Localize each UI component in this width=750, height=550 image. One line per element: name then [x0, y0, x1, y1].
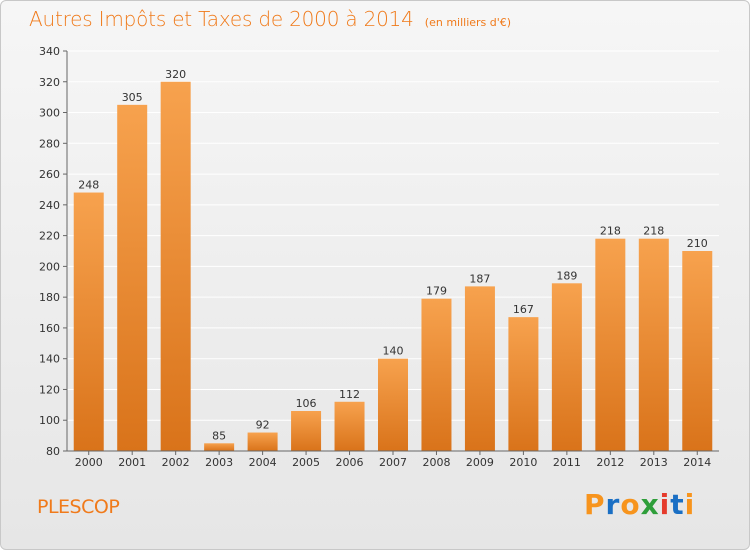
unit-label: (en milliers d'€) [424, 16, 512, 29]
chart-title: Autres Impôts et Taxes de 2000 à 2014 (e… [29, 7, 511, 31]
logo-letter: o [620, 488, 641, 521]
value-label: 179 [426, 285, 447, 298]
value-label: 112 [339, 388, 360, 401]
y-tick-label: 280 [39, 137, 60, 150]
x-tick-label: 2012 [596, 456, 624, 469]
logo-letter: i [659, 488, 671, 521]
y-tick-label: 80 [46, 445, 60, 458]
bar-2010 [508, 317, 539, 451]
y-tick-label: 220 [39, 230, 60, 243]
value-label: 167 [513, 303, 534, 316]
value-label: 320 [165, 68, 186, 81]
logo-letter: t [670, 488, 685, 521]
value-label: 218 [643, 225, 664, 238]
y-tick-label: 140 [39, 353, 60, 366]
y-tick-label: 300 [39, 107, 60, 120]
value-label: 189 [556, 269, 577, 282]
bar-2007 [378, 358, 408, 451]
bar-2004 [247, 432, 278, 451]
bar-2002 [160, 81, 191, 452]
x-tick-label: 2000 [75, 456, 103, 469]
value-label: 248 [78, 179, 99, 192]
bar-2006 [334, 401, 365, 451]
bar-2013 [638, 238, 669, 451]
x-tick-label: 2009 [466, 456, 494, 469]
x-tick-label: 2001 [118, 456, 146, 469]
value-label: 210 [687, 237, 708, 250]
x-tick-label: 2007 [379, 456, 407, 469]
logo-letter: i [684, 488, 696, 521]
y-tick-label: 180 [39, 291, 60, 304]
y-tick-label: 260 [39, 168, 60, 181]
proxiti-logo: Proxiti [584, 488, 695, 521]
y-tick-label: 160 [39, 322, 60, 335]
value-label: 140 [383, 345, 404, 358]
bar-2011 [551, 283, 582, 451]
x-tick-label: 2006 [336, 456, 364, 469]
y-tick-label: 100 [39, 414, 60, 427]
value-label: 92 [256, 419, 270, 432]
value-label: 305 [122, 91, 143, 104]
x-tick-label: 2005 [292, 456, 320, 469]
y-tick-label: 340 [39, 45, 60, 58]
x-tick-label: 2013 [640, 456, 668, 469]
value-label: 106 [296, 397, 317, 410]
x-tick-label: 2003 [205, 456, 233, 469]
y-tick-label: 240 [39, 199, 60, 212]
y-tick-label: 320 [39, 76, 60, 89]
bar-2005 [291, 411, 322, 451]
logo-letter: r [605, 488, 621, 521]
bar-2009 [464, 286, 495, 451]
x-tick-label: 2002 [162, 456, 190, 469]
x-tick-label: 2014 [683, 456, 711, 469]
bar-2001 [117, 104, 148, 451]
value-label: 187 [469, 272, 490, 285]
x-tick-label: 2010 [509, 456, 537, 469]
value-label: 218 [600, 225, 621, 238]
logo-letter: x [640, 488, 660, 521]
bar-2012 [595, 238, 626, 451]
y-tick-label: 120 [39, 383, 60, 396]
bar-2008 [421, 298, 452, 451]
value-label: 85 [212, 429, 226, 442]
x-tick-label: 2008 [422, 456, 450, 469]
y-tick-label: 200 [39, 260, 60, 273]
x-tick-label: 2004 [249, 456, 277, 469]
title-text: Autres Impôts et Taxes de 2000 à 2014 [29, 7, 414, 31]
bar-2014 [682, 251, 713, 451]
x-tick-label: 2011 [553, 456, 581, 469]
city-label: PLESCOP [37, 496, 120, 518]
bar-2000 [73, 192, 104, 452]
logo-letter: P [584, 488, 606, 521]
bar-2003 [204, 443, 235, 451]
